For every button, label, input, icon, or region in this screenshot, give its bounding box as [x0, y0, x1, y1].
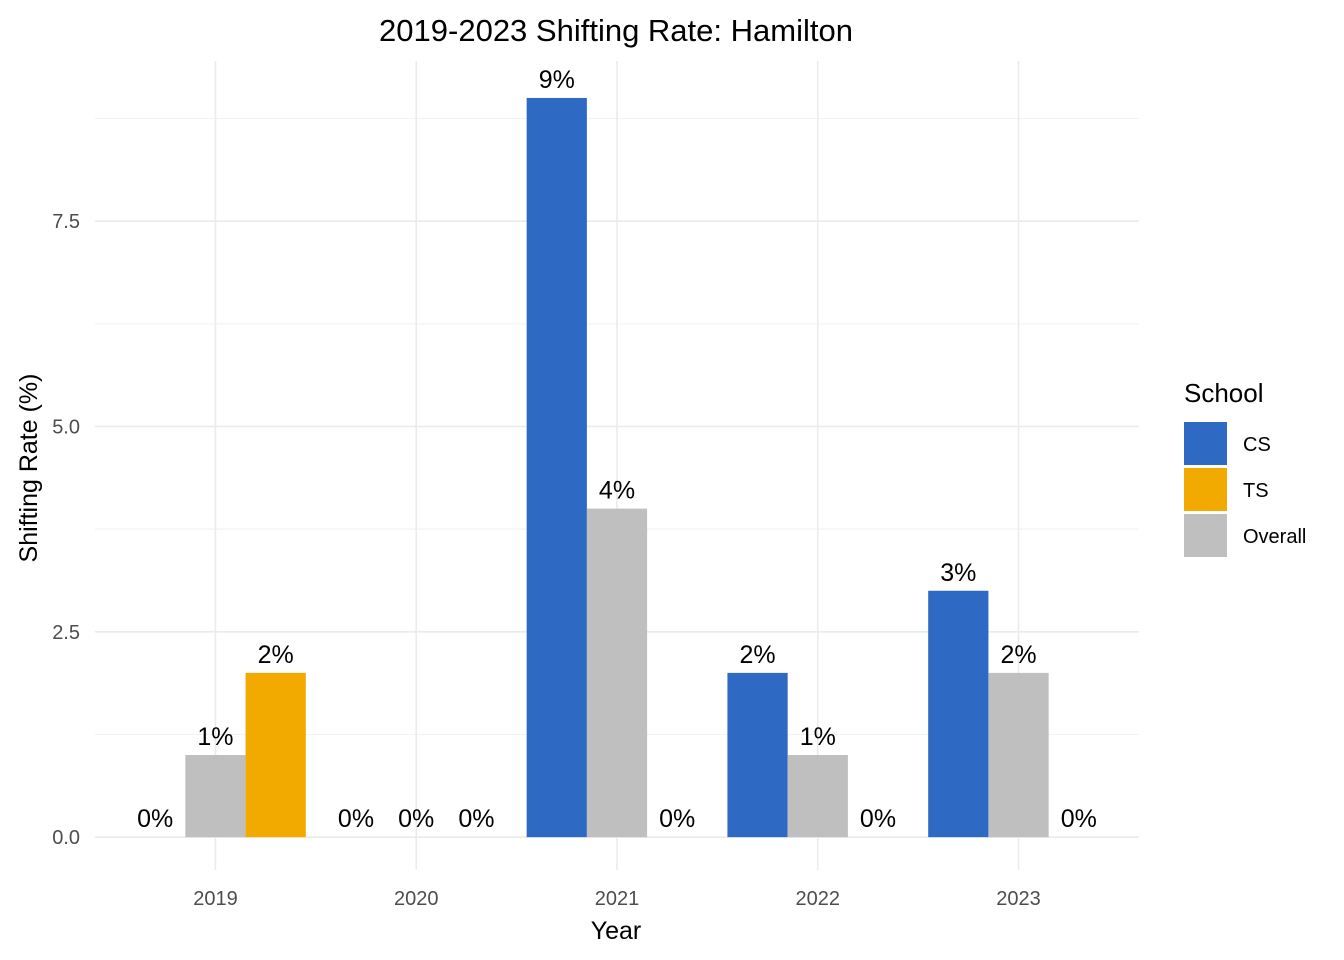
- data-label: 2%: [1000, 641, 1036, 669]
- legend-swatch-cs: [1184, 422, 1227, 465]
- bar-overall-2019: [185, 755, 246, 838]
- y-tick-label: 7.5: [52, 211, 80, 233]
- legend-label-overall: Overall: [1243, 526, 1306, 548]
- data-label: 3%: [940, 559, 976, 587]
- data-labels: 0% 0% 9% 2% 3% 1% 0% 4% 1% 2% 2% 0% 0% 0% 0%: [137, 66, 1097, 833]
- bar-cs-2021: [526, 97, 587, 838]
- bars: [185, 97, 1049, 838]
- data-label: 2%: [739, 641, 775, 669]
- bar-cs-2022: [727, 672, 788, 838]
- x-tick-label: 2023: [996, 888, 1041, 910]
- y-tick-label: 2.5: [52, 622, 80, 644]
- data-label: 0%: [1061, 805, 1097, 833]
- data-label: 2%: [258, 641, 294, 669]
- legend-swatch-ts: [1184, 468, 1227, 511]
- data-label: 0%: [137, 805, 173, 833]
- bar-cs-2023: [928, 590, 989, 838]
- bar-overall-2022: [787, 755, 848, 838]
- x-axis-ticks: 2019 2020 2021 2022 2023: [193, 888, 1041, 910]
- x-tick-label: 2021: [595, 888, 640, 910]
- legend-swatch-overall: [1184, 514, 1227, 557]
- chart-title: 2019-2023 Shifting Rate: Hamilton: [379, 13, 853, 48]
- data-label: 0%: [398, 805, 434, 833]
- legend-label-cs: CS: [1243, 434, 1271, 456]
- data-label: 1%: [197, 723, 233, 751]
- y-tick-label: 5.0: [52, 416, 80, 438]
- data-label: 0%: [458, 805, 494, 833]
- x-axis-title: Year: [591, 917, 642, 945]
- x-tick-label: 2022: [796, 888, 841, 910]
- x-tick-label: 2019: [193, 888, 238, 910]
- data-label: 0%: [338, 805, 374, 833]
- bar-ts-2019: [245, 672, 306, 838]
- data-label: 4%: [599, 477, 635, 505]
- legend: School CS TS Overall: [1184, 378, 1306, 557]
- legend-label-ts: TS: [1243, 480, 1269, 502]
- legend-title: School: [1184, 378, 1264, 408]
- bar-overall-2021: [586, 508, 648, 838]
- x-tick-label: 2020: [394, 888, 439, 910]
- data-label: 9%: [539, 66, 575, 94]
- y-axis-ticks: 0.0 2.5 5.0 7.5: [52, 211, 80, 849]
- data-label: 1%: [800, 723, 836, 751]
- y-axis-title: Shifting Rate (%): [15, 374, 43, 563]
- bar-overall-2023: [988, 672, 1049, 838]
- data-label: 0%: [659, 805, 695, 833]
- y-tick-label: 0.0: [52, 827, 80, 849]
- data-label: 0%: [860, 805, 896, 833]
